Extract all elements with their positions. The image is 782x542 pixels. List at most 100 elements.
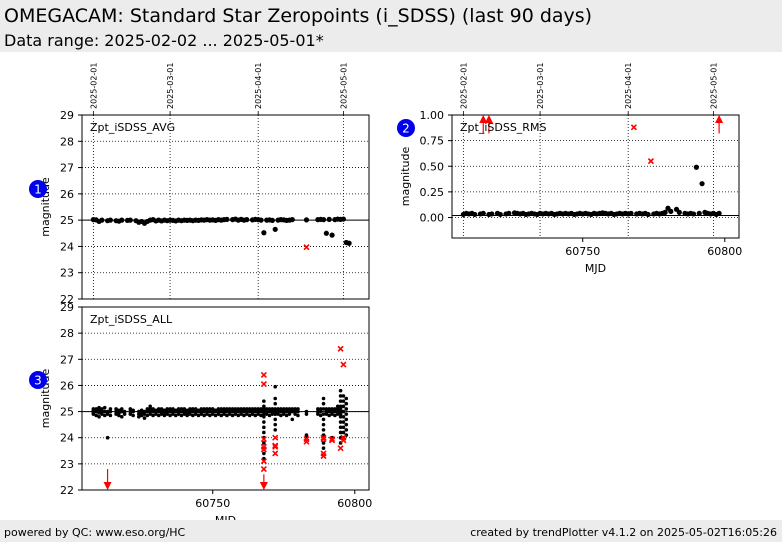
outlier-point [260,458,267,465]
data-point [154,412,158,416]
data-point [139,411,144,415]
data-point [191,407,195,411]
x-tick-label: 60750 [565,245,600,258]
data-point [117,411,121,415]
data-point [279,409,283,414]
y-tick-label: 23 [60,458,74,471]
data-point [338,412,343,416]
data-point [259,407,263,411]
data-point [329,232,335,238]
data-point [256,412,260,416]
data-point [273,417,278,422]
plot-frame [451,114,740,239]
data-point [338,404,343,409]
data-point [196,413,201,418]
panel-2: 2025-02-01 2025-03-01 2025-04-01 2025-05-01… [397,63,742,275]
data-point [690,211,697,217]
data-point [154,408,158,413]
data-point [145,413,150,418]
data-point [250,412,255,416]
data-point [699,181,705,187]
data-point [346,240,352,246]
data-point [222,412,226,416]
outlier-point [340,361,347,368]
data-point [273,422,278,427]
data-point [162,408,167,413]
y-tick-label: 24 [60,240,74,253]
outlier-point [260,435,267,443]
data-point [182,409,187,414]
data-point [276,409,280,414]
data-point [122,409,127,414]
data-point [293,407,297,411]
data-point [171,407,175,411]
outlier-point [272,434,279,441]
data-point [262,415,266,419]
data-point [171,409,175,414]
data-point [645,211,651,218]
data-point [213,413,218,418]
data-point [165,409,170,414]
data-point [290,407,295,411]
data-point [199,407,204,411]
outlier-point [340,437,347,444]
y-tick-label: 25 [60,406,74,419]
data-point [94,407,99,411]
data-point [344,396,349,401]
data-point [145,409,150,414]
outlier-point [272,450,279,457]
limit-arrow-head [103,482,112,490]
data-point [318,407,323,411]
data-point [128,409,133,414]
data-point [171,412,175,416]
limit-arrow-head [715,115,724,123]
data-point [341,415,346,419]
data-point [273,409,278,414]
y-tick-label: 0.75 [420,135,445,148]
data-point [151,409,155,414]
data-point [97,405,101,410]
y-tick-label: 23 [60,267,74,280]
data-point [208,409,212,414]
data-point [148,409,152,414]
panel-number-badge [29,371,47,389]
data-point [344,417,349,422]
y-tick-label: 0.25 [420,186,445,199]
data-point [179,409,184,414]
data-point [137,412,141,416]
data-point [168,413,172,418]
data-point [253,413,258,418]
data-point [242,407,246,411]
data-point [335,407,340,411]
data-point [128,412,133,416]
data-point [208,407,212,411]
data-point [100,407,104,411]
data-point [216,412,221,416]
data-point [199,412,204,416]
data-point [270,412,275,416]
data-point [142,409,147,414]
data-point [321,407,326,411]
data-point [202,413,206,418]
data-point [330,409,334,414]
data-point [205,407,209,411]
panel-label: Zpt_iSDSS_ALL [90,313,173,326]
data-point [185,411,189,415]
data-point [284,407,289,411]
data-point [205,409,209,414]
y-tick-label: 28 [60,135,74,148]
data-point [227,407,232,411]
data-point [91,411,96,415]
data-point [333,409,337,414]
outlier-point [260,466,267,473]
data-point [142,412,147,416]
y-tick-label: 0.00 [420,212,445,225]
data-point [327,409,332,414]
data-point [279,407,283,411]
data-point [114,407,118,411]
data-point [320,217,327,223]
data-point [279,413,283,418]
data-point [321,412,326,416]
data-point [253,407,258,411]
data-point [168,409,172,414]
